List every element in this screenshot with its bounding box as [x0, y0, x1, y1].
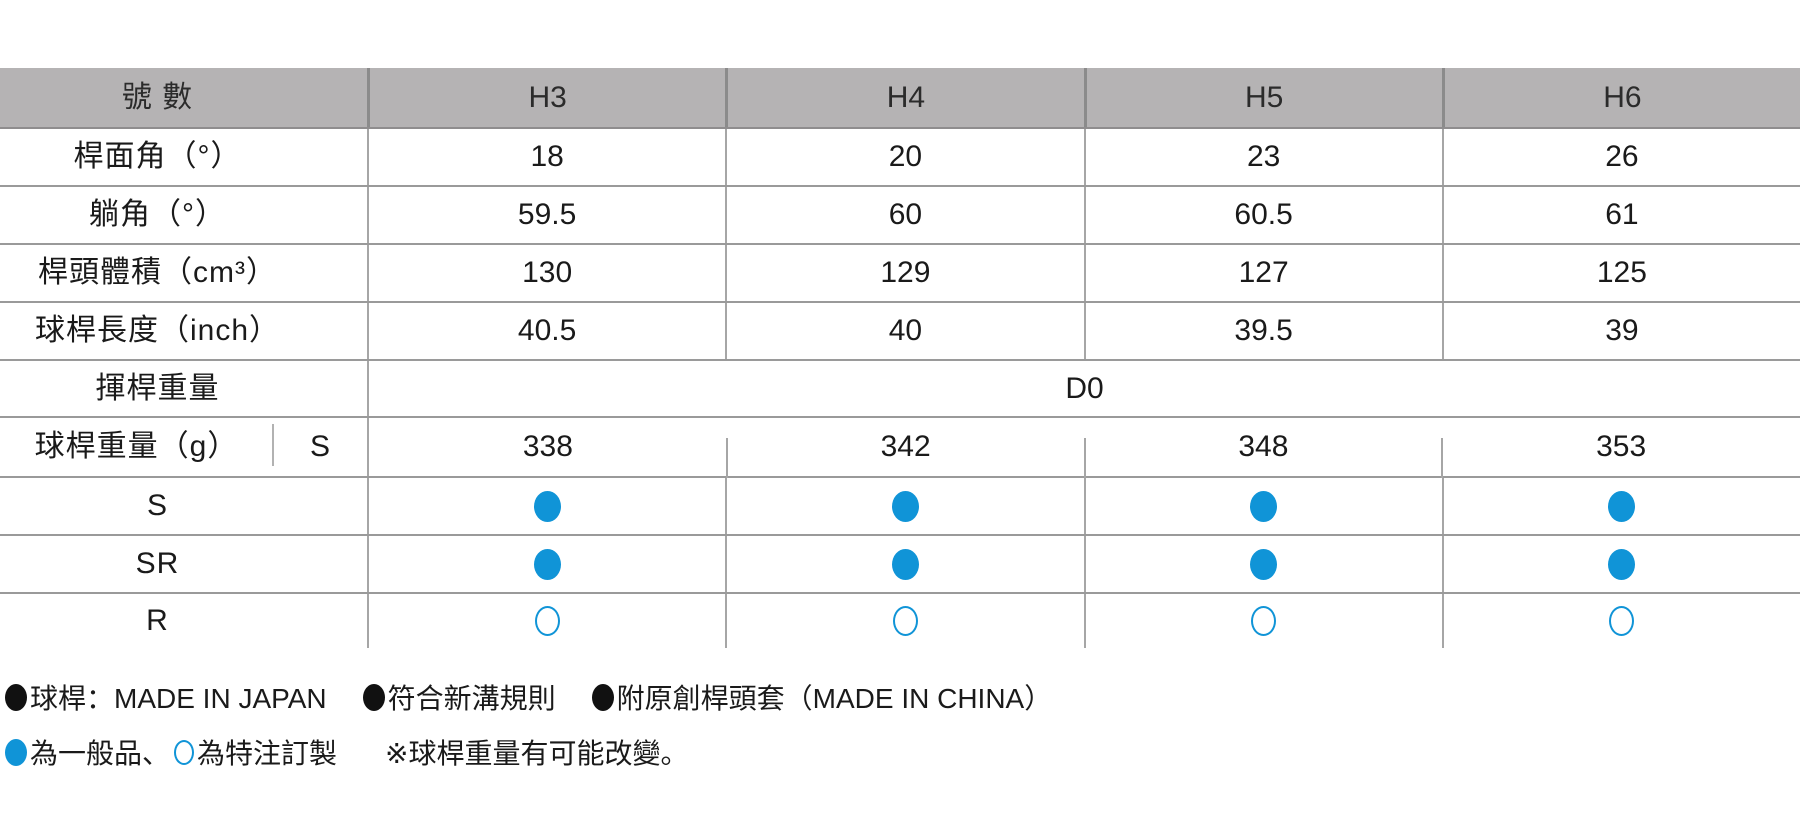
swing-weight-merged-value: D0	[367, 361, 1800, 416]
cell-value: 40.5	[367, 303, 725, 359]
availability-dot-icon	[533, 490, 561, 522]
cell-value: 348	[1083, 418, 1443, 478]
sub-divider	[272, 424, 274, 466]
row-label: 球桿重量（g）	[34, 430, 239, 463]
note-text: 球桿：MADE IN JAPAN	[30, 683, 327, 714]
header-col-h4: H4	[725, 68, 1083, 127]
table-row-loft: 桿面角（°） 18 20 23 26	[0, 129, 1800, 187]
availability-dot-icon	[891, 490, 919, 522]
black-dot-icon	[591, 683, 614, 711]
header-col-h6: H6	[1441, 68, 1800, 127]
availability-dot-icon	[533, 548, 561, 580]
note-text: 附原創桿頭套（MADE IN CHINA）	[616, 683, 1053, 714]
spec-table: 號 數 H3 H4 H5 H6 桿面角（°） 18 20 23 26 躺角（°）…	[0, 68, 1800, 648]
note-headcover: 附原創桿頭套（MADE IN CHINA）	[591, 677, 1053, 717]
blue-filled-dot-icon	[5, 738, 27, 766]
note-groove-rule: 符合新溝規則	[362, 677, 556, 717]
table-row-lie-angle: 躺角（°） 59.5 60 60.5 61	[0, 187, 1800, 245]
cell-value: 39.5	[1083, 303, 1442, 359]
cell-value: 60.5	[1083, 187, 1442, 243]
table-row-head-volume: 桿頭體積（cm³） 130 129 127 125	[0, 245, 1800, 303]
availability-dot-icon	[891, 548, 919, 580]
cell-value: 59.5	[367, 187, 725, 243]
footnote-line-1: 球桿：MADE IN JAPAN 符合新溝規則 附原創桿頭套（MADE IN C…	[5, 678, 1088, 716]
blue-outline-ring-icon	[174, 739, 195, 765]
row-label: 躺角（°）	[89, 198, 226, 231]
row-label: SR	[135, 547, 180, 580]
legend-filled-text: 為一般品、	[30, 738, 171, 769]
cell-value: 26	[1441, 129, 1800, 185]
cell-value: 353	[1441, 418, 1800, 478]
cell-value: 127	[1083, 245, 1442, 301]
club-weight-label-cell: 球桿重量（g） S	[0, 418, 367, 476]
availability-dot-icon	[1250, 548, 1278, 580]
table-row-club-length: 球桿長度（inch） 40.5 40 39.5 39	[0, 303, 1800, 361]
row-label: S	[146, 489, 168, 522]
cell-value: 61	[1441, 187, 1800, 243]
cell-value: 18	[367, 129, 725, 185]
cell-value: 40	[725, 303, 1083, 359]
footnote-line-2: 為一般品、 為特注訂製 ※球桿重量有可能改變。	[5, 733, 1088, 771]
row-label: 桿頭體積（cm³）	[38, 256, 277, 289]
availability-ring-icon	[1609, 606, 1635, 636]
legend-outline-text: 為特注訂製	[197, 738, 338, 769]
header-col-h5: H5	[1083, 68, 1442, 127]
cell-value: 39	[1441, 303, 1800, 359]
black-dot-icon	[5, 683, 27, 711]
row-label: 揮桿重量	[95, 371, 220, 405]
club-weight-sub-label: S	[309, 430, 330, 463]
row-label: R	[146, 604, 169, 637]
table-header-row: 號 數 H3 H4 H5 H6	[0, 68, 1800, 129]
table-row-flex-r: R	[0, 594, 1800, 648]
availability-ring-icon	[1251, 606, 1277, 636]
cell-value: 125	[1441, 245, 1800, 301]
cell-value: 338	[367, 418, 727, 476]
availability-dot-icon	[1250, 490, 1278, 522]
availability-dot-icon	[1608, 548, 1636, 580]
black-dot-icon	[362, 683, 385, 711]
cell-value: 23	[1083, 129, 1442, 185]
table-row-flex-sr: SR	[0, 536, 1800, 594]
table-row-flex-s: S	[0, 478, 1800, 536]
table-row-club-weight: 球桿重量（g） S 338 342 348 353	[0, 418, 1800, 478]
header-number-label: 號 數	[121, 80, 194, 114]
header-col-h3: H3	[367, 68, 725, 127]
cell-value: 129	[725, 245, 1083, 301]
note-made-in-japan: 球桿：MADE IN JAPAN	[5, 677, 327, 717]
cell-value: 130	[367, 245, 725, 301]
cell-value: 60	[725, 187, 1083, 243]
table-row-swing-weight: 揮桿重量 D0	[0, 361, 1800, 418]
footnotes: 球桿：MADE IN JAPAN 符合新溝規則 附原創桿頭套（MADE IN C…	[5, 678, 1088, 771]
note-text: 符合新溝規則	[387, 683, 556, 714]
availability-ring-icon	[892, 606, 918, 636]
cell-value: 342	[725, 418, 1085, 478]
row-label: 桿面角（°）	[73, 140, 242, 173]
weight-change-note: ※球桿重量有可能改變。	[385, 738, 689, 769]
availability-ring-icon	[534, 606, 560, 636]
cell-value: 20	[725, 129, 1083, 185]
row-label: 球桿長度（inch）	[34, 314, 281, 347]
availability-dot-icon	[1608, 490, 1636, 522]
